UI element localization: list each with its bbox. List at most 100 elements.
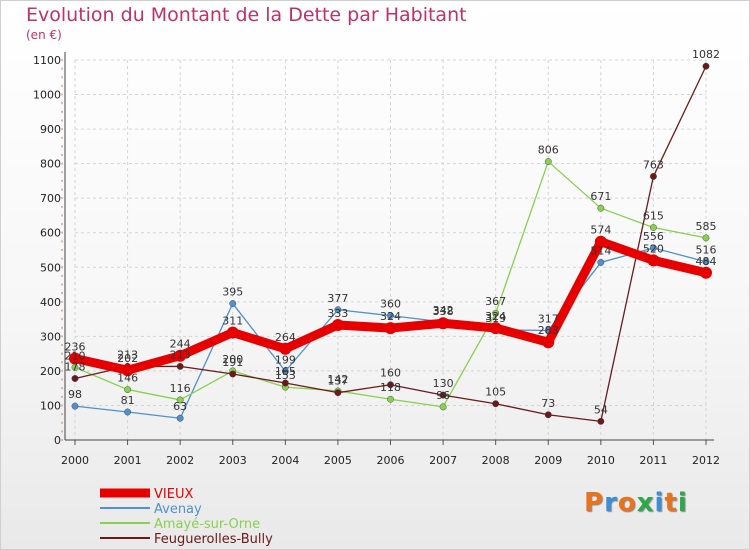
logo-letter: t xyxy=(664,488,678,518)
data-point xyxy=(387,381,394,389)
data-label: 213 xyxy=(117,348,138,361)
data-label: 236 xyxy=(65,340,86,353)
data-label: 146 xyxy=(117,372,138,385)
data-label: 264 xyxy=(275,331,296,344)
data-label: 585 xyxy=(696,220,717,233)
data-label: 81 xyxy=(121,394,135,407)
data-label: 317 xyxy=(538,312,559,325)
legend-label: Feuguerolles-Bully xyxy=(154,532,273,547)
y-tick-label: 0 xyxy=(54,434,61,447)
x-tick-label: 2006 xyxy=(377,454,405,467)
data-label: 105 xyxy=(485,386,506,399)
logo-letter: i xyxy=(677,488,688,518)
y-tick-label: 300 xyxy=(40,330,61,343)
chart-title: Evolution du Montant de la Dette par Hab… xyxy=(26,4,467,26)
data-point xyxy=(597,259,605,266)
data-point xyxy=(176,363,184,370)
y-tick-label: 500 xyxy=(40,261,61,274)
data-label: 574 xyxy=(590,224,611,237)
data-point xyxy=(700,266,712,279)
data-point xyxy=(702,62,710,70)
y-tick-label: 1100 xyxy=(33,54,61,67)
proxiti-logo: Proxiti xyxy=(584,488,688,518)
data-label: 165 xyxy=(275,365,296,378)
x-tick-label: 2009 xyxy=(534,454,562,467)
data-label: 98 xyxy=(68,388,82,401)
legend: VIEUXAvenayAmayé-sur-OrneFeuguerolles-Bu… xyxy=(100,487,273,547)
x-tick-label: 2003 xyxy=(219,454,247,467)
x-tick-label: 2008 xyxy=(482,454,510,467)
y-tick-label: 200 xyxy=(40,365,61,378)
data-label: 54 xyxy=(594,403,608,416)
data-label: 377 xyxy=(327,292,348,305)
data-point xyxy=(439,391,447,399)
chart-unit: (en €) xyxy=(26,28,62,42)
logo-letter: o xyxy=(617,488,637,518)
data-label: 324 xyxy=(380,310,401,323)
data-point xyxy=(492,309,500,317)
logo-letter: i xyxy=(654,488,665,518)
data-point xyxy=(597,417,605,425)
data-label: 116 xyxy=(170,382,191,395)
x-tick-label: 2005 xyxy=(324,454,352,467)
data-label: 516 xyxy=(696,244,717,257)
y-tick-label: 800 xyxy=(40,158,61,171)
data-label: 763 xyxy=(643,158,664,171)
data-label: 342 xyxy=(433,304,454,317)
data-label: 96 xyxy=(436,389,450,402)
data-point xyxy=(281,379,289,387)
data-point xyxy=(176,414,184,422)
data-point xyxy=(279,342,292,355)
axes: 0 100 200 300 400 500 600 700 800 900 1000 1100 2000… xyxy=(33,52,720,467)
data-point xyxy=(229,300,237,307)
data-label: 244 xyxy=(170,338,191,351)
data-point xyxy=(334,306,342,314)
data-point xyxy=(544,411,552,419)
data-point xyxy=(492,400,500,408)
legend-label: Amayé-sur-Orne xyxy=(154,517,260,532)
data-label: 338 xyxy=(433,305,454,318)
data-point xyxy=(226,326,239,339)
data-label: 153 xyxy=(275,369,296,382)
data-point xyxy=(174,349,187,362)
data-point xyxy=(542,336,555,349)
data-label: 615 xyxy=(643,210,664,223)
data-point xyxy=(437,317,450,330)
data-point xyxy=(71,375,79,382)
y-tick-label: 600 xyxy=(40,227,61,240)
data-label: 160 xyxy=(380,367,401,380)
data-label: 200 xyxy=(222,353,243,366)
data-label: 178 xyxy=(65,361,86,374)
data-point xyxy=(544,158,552,165)
data-point xyxy=(124,408,131,416)
data-label: 333 xyxy=(327,307,348,320)
y-tick-label: 1000 xyxy=(33,89,61,102)
data-label: 63 xyxy=(173,400,187,413)
data-label: 130 xyxy=(433,377,454,390)
data-point xyxy=(121,364,134,377)
data-label: 191 xyxy=(222,356,243,369)
data-point xyxy=(229,370,237,378)
logo-letter: r xyxy=(604,488,618,518)
data-point xyxy=(597,204,605,212)
x-tick-label: 2011 xyxy=(639,454,667,467)
x-tick-label: 2007 xyxy=(429,454,457,467)
data-label: 199 xyxy=(275,353,296,366)
logo-letter: x xyxy=(636,488,655,518)
data-point xyxy=(702,234,710,242)
data-point xyxy=(384,322,397,335)
data-point xyxy=(650,244,657,252)
y-tick-label: 900 xyxy=(40,123,61,136)
data-point xyxy=(594,235,607,248)
data-label: 137 xyxy=(327,375,348,388)
data-label: 319 xyxy=(485,312,506,325)
data-label: 806 xyxy=(538,144,559,157)
data-label: 324 xyxy=(485,310,506,323)
data-label: 1082 xyxy=(692,48,720,61)
data-point xyxy=(387,312,394,320)
y-tick-label: 700 xyxy=(40,192,61,205)
logo-letter: P xyxy=(584,488,605,518)
data-label: 556 xyxy=(643,230,664,243)
data-point xyxy=(439,403,447,411)
